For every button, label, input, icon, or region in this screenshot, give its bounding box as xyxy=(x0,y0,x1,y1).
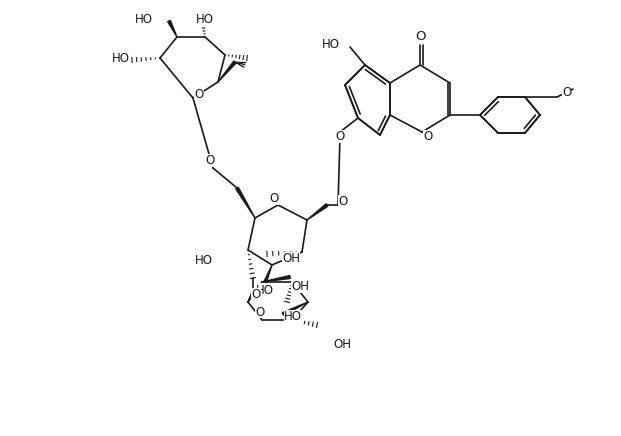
Polygon shape xyxy=(262,276,290,282)
Text: O: O xyxy=(206,154,215,167)
Text: O: O xyxy=(415,31,425,44)
Text: O: O xyxy=(270,193,279,205)
Text: O: O xyxy=(338,195,348,208)
Text: O: O xyxy=(424,130,433,143)
Polygon shape xyxy=(307,204,328,220)
Text: HO: HO xyxy=(322,38,340,51)
Text: HO: HO xyxy=(196,14,214,27)
Text: O: O xyxy=(562,86,571,99)
Text: O: O xyxy=(255,306,265,319)
Polygon shape xyxy=(283,302,308,315)
Text: HO: HO xyxy=(256,283,274,296)
Text: O: O xyxy=(252,289,261,302)
Text: HO: HO xyxy=(195,255,213,268)
Text: HO: HO xyxy=(284,310,302,324)
Text: OH: OH xyxy=(282,252,300,266)
Polygon shape xyxy=(263,265,272,286)
Text: O: O xyxy=(335,130,345,143)
Text: HO: HO xyxy=(112,51,130,65)
Polygon shape xyxy=(168,20,177,37)
Text: HO: HO xyxy=(135,14,153,27)
Polygon shape xyxy=(218,61,236,82)
Text: OH: OH xyxy=(333,337,351,351)
Polygon shape xyxy=(236,187,255,218)
Text: OH: OH xyxy=(291,280,309,293)
Text: O: O xyxy=(194,88,204,101)
